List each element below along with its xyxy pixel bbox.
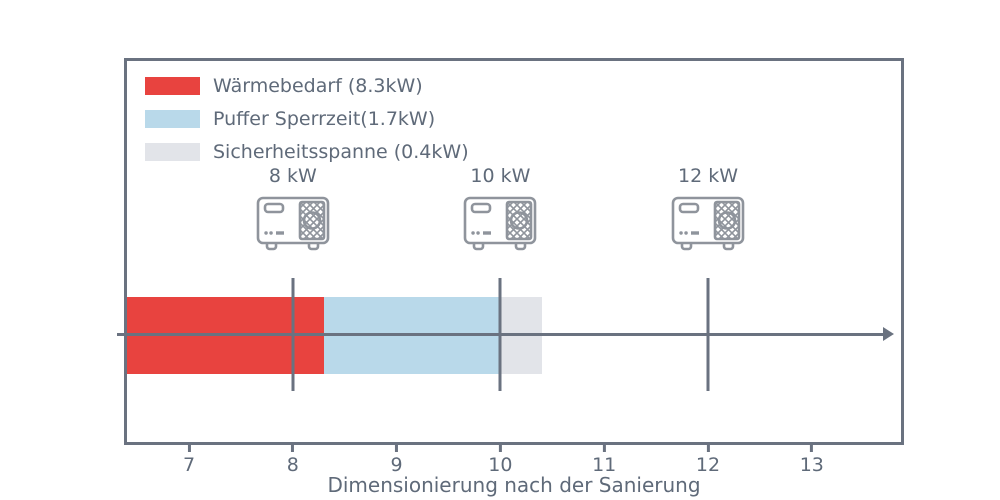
marker-label: 8 kW: [268, 165, 317, 187]
axis-arrow-head-icon: [882, 327, 894, 341]
tick-label: 12: [695, 454, 721, 476]
x-tick: 9: [391, 445, 403, 476]
plot-area: [124, 58, 904, 445]
marker-label: 12 kW: [677, 165, 738, 187]
legend-item: Sicherheitsspanne (0.4kW): [145, 141, 469, 163]
tick-label: 9: [390, 454, 403, 476]
tick-label: 11: [592, 454, 617, 476]
x-tick: 13: [800, 445, 824, 476]
legend-swatch-sicherheitsspanne: [145, 143, 200, 161]
heat-pump-marker-10kw: 10 kW: [461, 165, 539, 253]
tick-mark: [602, 445, 606, 452]
tick-mark: [810, 445, 814, 452]
x-tick: 8: [287, 445, 299, 476]
heat-pump-icon: [254, 191, 332, 253]
x-tick: 7: [183, 445, 195, 476]
heat-pump-marker-8kw: 8 kW: [254, 165, 332, 253]
heat-pump-icon: [461, 191, 539, 253]
heat-pump-marker-12kw: 12 kW: [669, 165, 747, 253]
axis-arrow-line: [117, 333, 884, 336]
tick-mark: [706, 445, 710, 452]
tick-label: 13: [799, 454, 824, 476]
legend-item: Wärmebedarf (8.3kW): [145, 75, 469, 97]
marker-label: 10 kW: [470, 165, 531, 187]
tick-mark: [187, 445, 191, 452]
legend-swatch-puffer-sperrzeit: [145, 110, 200, 128]
legend-item: Puffer Sperrzeit(1.7kW): [145, 108, 469, 130]
tick-mark: [395, 445, 399, 452]
tick-label: 10: [488, 454, 513, 476]
tick-mark: [498, 445, 502, 452]
tick-mark: [291, 445, 295, 452]
x-axis-label: Dimensionierung nach der Sanierung: [327, 473, 701, 497]
x-tick: 10: [488, 445, 512, 476]
heat-pump-icon: [669, 191, 747, 253]
tick-label: 7: [182, 454, 196, 476]
legend-label: Sicherheitsspanne (0.4kW): [213, 141, 469, 163]
legend-label: Puffer Sperrzeit(1.7kW): [213, 108, 436, 130]
legend: Wärmebedarf (8.3kW) Puffer Sperrzeit(1.7…: [145, 75, 469, 163]
legend-swatch-waermebedarf: [145, 77, 200, 95]
legend-label: Wärmebedarf (8.3kW): [213, 75, 423, 97]
x-tick: 11: [592, 445, 616, 476]
tick-label: 8: [286, 454, 299, 476]
x-tick: 12: [696, 445, 720, 476]
